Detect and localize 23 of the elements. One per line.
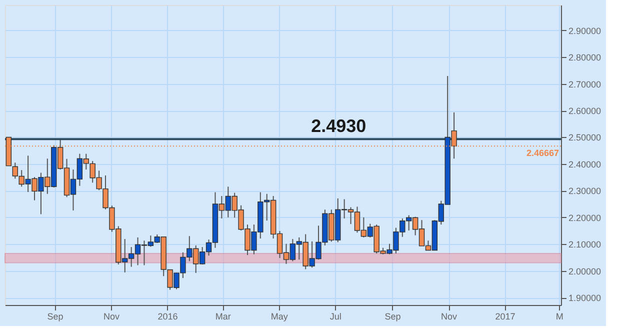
x-tick-label: Sep [384,312,401,322]
x-tick-label: 2017 [495,312,516,322]
y-tick-label: 2.60000 [568,106,602,116]
ref-line-label: 2.46667 [526,148,559,158]
x-tick-label: Sep [47,312,64,322]
y-tick-label: 2.90000 [568,26,602,36]
y-tick-label: 2.40000 [568,159,602,170]
y-tick-label: 2.50000 [568,132,602,143]
x-tick-label: Jul [330,312,342,322]
x-tick-label: M [556,312,564,322]
y-tick-label: 1.90000 [568,293,602,304]
x-tick-label: Nov [441,312,458,322]
x-tick-label: May [270,312,288,322]
y-tick-label: 2.20000 [568,212,602,223]
y-tick-label: 2.30000 [568,186,602,196]
y-tick-label: 2.00000 [568,266,602,276]
ref-line-label: 2.4930 [311,116,366,136]
x-tick-label: 2016 [158,312,178,322]
y-tick-label: 2.70000 [568,79,602,90]
y-tick-label: 2.80000 [568,52,602,63]
x-tick-label: Mar [215,312,231,322]
x-tick-label: Nov [104,312,120,322]
y-tick-label: 2.10000 [568,240,602,250]
